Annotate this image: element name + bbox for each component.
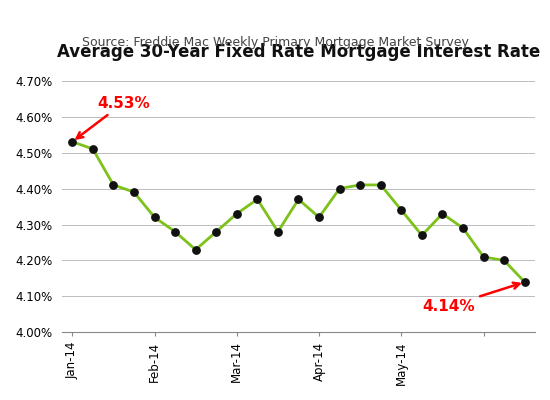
Point (376, 182, 385, 188)
Point (130, 189, 139, 195)
Title: Average 30-Year Fixed Rate Mortgage Interest Rate: Average 30-Year Fixed Rate Mortgage Inte… (57, 43, 540, 61)
Text: 4.53%: 4.53% (76, 96, 150, 138)
Point (191, 246, 200, 253)
Point (212, 228, 221, 235)
Point (315, 214, 323, 220)
Point (273, 228, 282, 235)
Point (233, 210, 241, 217)
Point (397, 207, 406, 213)
Point (89, 146, 97, 152)
Point (520, 279, 529, 285)
Point (68, 138, 76, 145)
Point (335, 185, 344, 192)
Point (150, 214, 159, 220)
Text: 4.14%: 4.14% (422, 283, 519, 314)
Point (438, 210, 447, 217)
Point (109, 182, 118, 188)
Point (500, 257, 509, 264)
Point (459, 225, 468, 231)
Text: Source: Freddie Mac Weekly Primary Mortgage Market Survey: Source: Freddie Mac Weekly Primary Mortg… (81, 36, 469, 49)
Point (294, 196, 303, 202)
Point (417, 232, 426, 238)
Point (253, 196, 262, 202)
Point (170, 228, 179, 235)
Point (356, 182, 365, 188)
Point (479, 254, 488, 260)
